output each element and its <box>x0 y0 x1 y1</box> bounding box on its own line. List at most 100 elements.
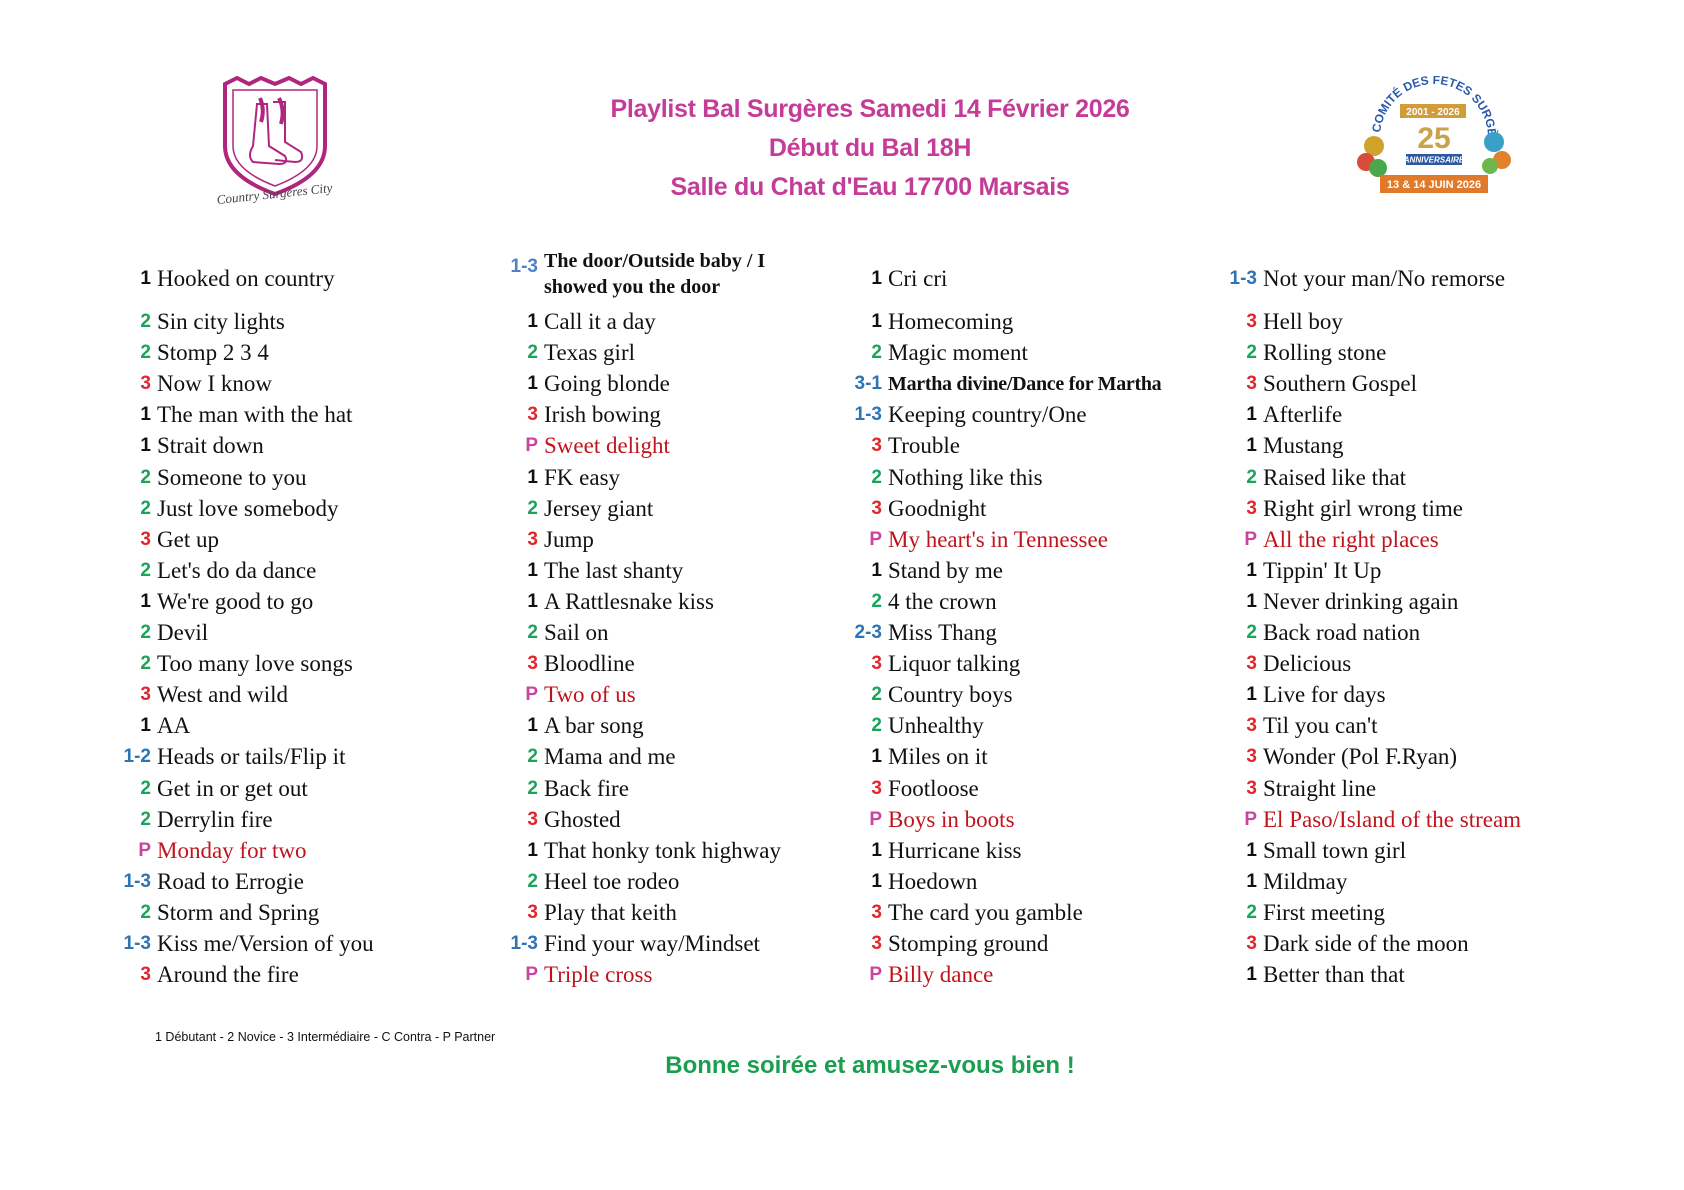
song-title: West and wild <box>157 682 289 708</box>
level-badge: 2 <box>140 901 151 923</box>
song-title: Live for days <box>1263 682 1386 708</box>
page-title: Playlist Bal Surgères Samedi 14 Février … <box>610 95 1130 123</box>
song-title: Just love somebody <box>157 495 339 521</box>
level-badge: 3 <box>1246 933 1257 954</box>
level-badge: 2 <box>871 684 882 706</box>
song-title: Rolling stone <box>1263 340 1387 366</box>
level-badge: 3 <box>527 653 538 675</box>
level-badge: 2 <box>871 342 882 364</box>
level-badge: 2 <box>140 466 151 488</box>
level-badge: P <box>525 964 538 986</box>
song-title: Back fire <box>544 775 629 801</box>
level-badge: 3-1 <box>854 373 882 395</box>
level-badge: 1 <box>1246 559 1257 581</box>
level-badge: 1 <box>1246 404 1257 426</box>
level-badge: 3 <box>140 373 151 395</box>
level-badge: 1-3 <box>1229 268 1257 289</box>
level-badge: 2 <box>140 777 151 799</box>
level-badge: 2 <box>140 622 151 643</box>
level-badge: P <box>1244 808 1257 830</box>
svg-text:ANNIVERSAIRE: ANNIVERSAIRE <box>1403 156 1465 165</box>
song-title: Monday for two <box>157 837 307 863</box>
song-title: Wonder (Pol F.Ryan) <box>1263 744 1458 770</box>
svg-text:2001 - 2026: 2001 - 2026 <box>1406 107 1460 118</box>
song-title: Til you can't <box>1263 713 1378 739</box>
level-badge: 2 <box>527 746 538 768</box>
song-title: Stomping ground <box>888 931 1049 956</box>
song-title: Cri cri <box>888 266 948 291</box>
level-badge: 2 <box>871 715 882 737</box>
song-title: Triple cross <box>544 962 653 988</box>
level-badge: 1 <box>871 839 882 861</box>
song-title: A Rattlesnake kiss <box>544 588 714 614</box>
song-title: First meeting <box>1263 899 1386 925</box>
song-title: Right girl wrong time <box>1263 495 1463 521</box>
level-badge: 1 <box>871 559 882 581</box>
level-badge: 1-3 <box>123 870 151 892</box>
level-badge: 3 <box>527 404 538 426</box>
song-title: All the right places <box>1263 526 1439 552</box>
song-title: Ghosted <box>544 806 621 832</box>
level-badge: 2 <box>140 497 151 519</box>
level-legend: 1 Débutant - 2 Novice - 3 Intermédiaire … <box>155 1030 496 1044</box>
level-badge: 3 <box>1246 373 1257 395</box>
song-title: Around the fire <box>157 962 299 988</box>
level-badge: 1 <box>527 311 538 332</box>
song-title: Mustang <box>1263 433 1344 459</box>
level-badge: 1-3 <box>123 933 151 954</box>
song-title: Too many love songs <box>157 651 353 677</box>
song-title: Sweet delight <box>544 433 670 459</box>
song-title: Raised like that <box>1263 464 1407 490</box>
level-badge: 2 <box>1246 466 1257 488</box>
song-title: Boys in boots <box>888 806 1015 832</box>
comite-des-fetes-anniversary-logo: COMITÉ DES FÊTES SURGÈRES 2001 - 2026 25… <box>1348 65 1516 204</box>
song-title: Magic moment <box>888 340 1028 366</box>
song-title: Derrylin fire <box>157 806 273 832</box>
level-badge: 2 <box>140 808 151 830</box>
level-badge: 3 <box>871 653 882 675</box>
level-badge: 2 <box>527 497 538 519</box>
song-title: Irish bowing <box>544 402 661 428</box>
level-badge: 2-3 <box>854 622 882 643</box>
level-badge: 1 <box>527 559 538 581</box>
song-title: Sin city lights <box>157 309 285 334</box>
song-title: The last shanty <box>544 557 684 583</box>
song-title: Liquor talking <box>888 651 1021 677</box>
song-title: Play that keith <box>544 899 677 925</box>
level-badge: 3 <box>1246 311 1257 332</box>
song-title: Someone to you <box>157 464 307 490</box>
level-badge: P <box>138 839 151 861</box>
song-title: 4 the crown <box>888 588 997 614</box>
song-title: Storm and Spring <box>157 899 320 925</box>
level-badge: 3 <box>1246 653 1257 675</box>
song-title: AA <box>157 713 191 739</box>
song-title: Nothing like this <box>888 464 1043 490</box>
song-title: Tippin' It Up <box>1263 557 1382 583</box>
song-title: Unhealthy <box>888 713 984 739</box>
song-title: Get up <box>157 526 219 552</box>
closing-message: Bonne soirée et amusez-vous bien ! <box>665 1052 1075 1079</box>
level-badge: 3 <box>1246 746 1257 768</box>
level-badge: 1 <box>1246 964 1257 986</box>
level-badge: 1 <box>140 268 151 289</box>
level-badge: 3 <box>140 684 151 706</box>
level-badge: 1-3 <box>510 256 538 277</box>
level-badge: 1 <box>140 404 151 426</box>
song-title: Hoedown <box>888 868 978 894</box>
level-badge: 2 <box>527 870 538 892</box>
song-title: Texas girl <box>544 340 636 366</box>
song-title: Heel toe rodeo <box>544 868 680 894</box>
song-title: Heads or tails/Flip it <box>157 744 346 770</box>
song-title: Now I know <box>157 371 272 397</box>
song-title: Mama and me <box>544 744 676 770</box>
level-badge: 3 <box>871 901 882 923</box>
level-badge: 2 <box>140 653 151 675</box>
song-title: Not your man/No remorse <box>1263 266 1506 291</box>
level-badge: P <box>525 435 538 457</box>
level-badge: 3 <box>871 933 882 954</box>
song-title: Miss Thang <box>888 620 997 645</box>
song-title: Keeping country/One <box>888 402 1087 428</box>
song-title: That honky tonk highway <box>544 837 781 863</box>
song-title: Never drinking again <box>1263 588 1459 614</box>
level-badge: 3 <box>871 435 882 457</box>
